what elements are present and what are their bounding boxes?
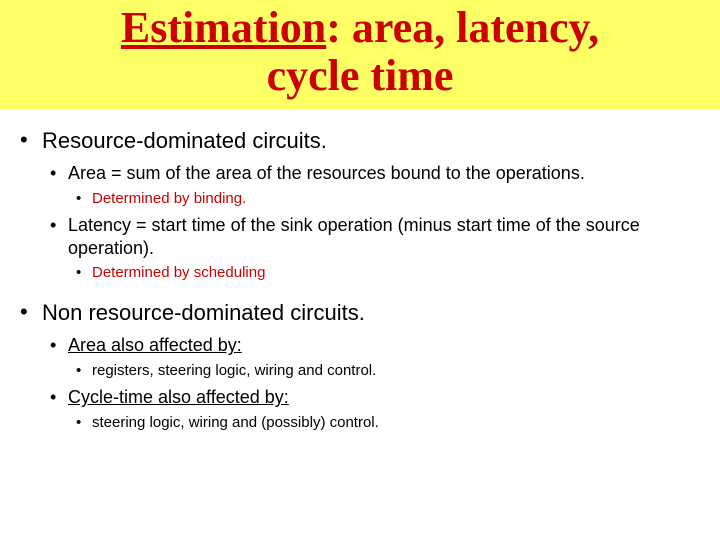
list-item: • Area = sum of the area of the resource… [50,162,700,208]
title-underlined: Estimation [121,3,326,52]
list-item: • Resource-dominated circuits. • Area = … [20,127,700,283]
list-item: • Determined by binding. [76,189,700,209]
bullet-icon: • [20,299,42,325]
item-text: Determined by binding. [92,189,246,209]
item-text: Area also affected by: [68,334,242,357]
bullet-icon: • [50,162,68,185]
item-text: Cycle-time also affected by: [68,386,289,409]
bullet-icon: • [50,214,68,237]
item-text: steering logic, wiring and (possibly) co… [92,413,379,433]
title-band: Estimation: area, latency, cycle time [0,0,720,109]
content-area: • Resource-dominated circuits. • Area = … [0,109,720,433]
item-text: Determined by scheduling [92,263,265,283]
item-text: Non resource-dominated circuits. [42,299,365,327]
bullet-icon: • [76,361,92,381]
bullet-list: • Resource-dominated circuits. • Area = … [20,127,700,433]
list-item: • Determined by scheduling [76,263,700,283]
list-item: • registers, steering logic, wiring and … [76,361,700,381]
slide-title: Estimation: area, latency, cycle time [0,4,720,101]
list-item: • Non resource-dominated circuits. • Are… [20,299,700,433]
item-text: Area = sum of the area of the resources … [68,162,585,185]
list-item: • steering logic, wiring and (possibly) … [76,413,700,433]
bullet-icon: • [76,413,92,433]
bullet-icon: • [20,127,42,153]
list-item: • Cycle-time also affected by: • steerin… [50,386,700,432]
title-rest-1: : area, latency, [326,3,599,52]
bullet-icon: • [76,263,92,283]
bullet-icon: • [50,334,68,357]
list-item: • Latency = start time of the sink opera… [50,214,700,283]
title-line-2: cycle time [267,51,454,100]
item-text: registers, steering logic, wiring and co… [92,361,376,381]
bullet-icon: • [50,386,68,409]
bullet-icon: • [76,189,92,209]
item-text: Resource-dominated circuits. [42,127,327,155]
item-text: Latency = start time of the sink operati… [68,214,700,259]
list-item: • Area also affected by: • registers, st… [50,334,700,380]
